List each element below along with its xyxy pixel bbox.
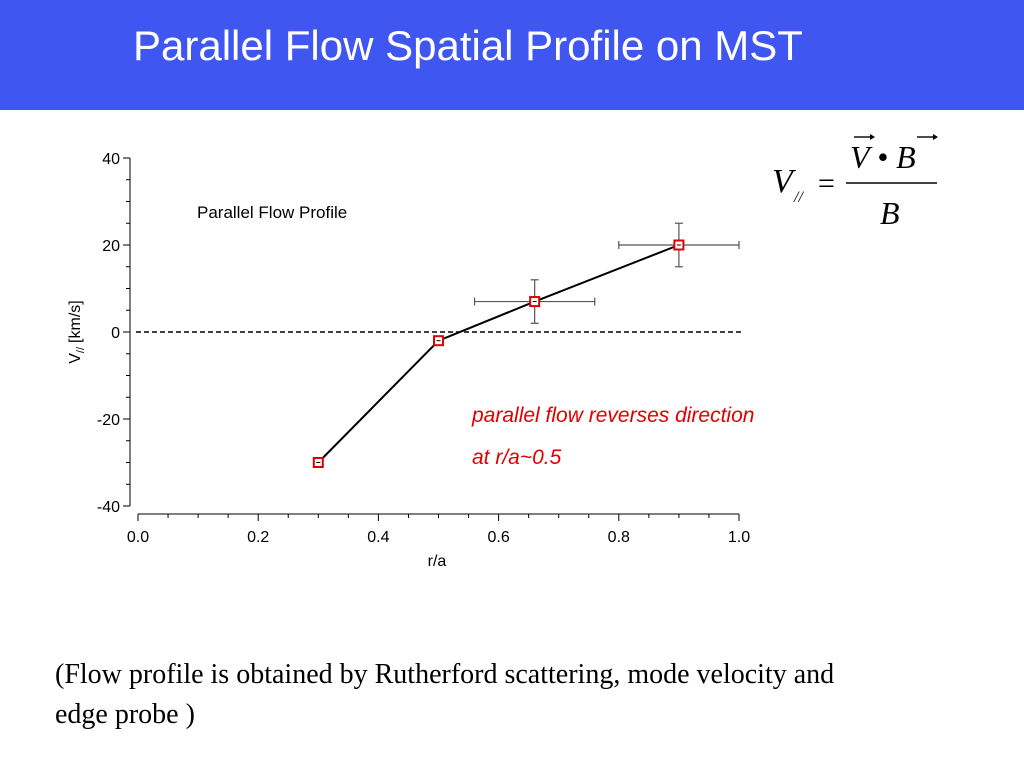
slide-title: Parallel Flow Spatial Profile on MST — [133, 22, 803, 69]
formula-lhs-subscript: // — [793, 189, 804, 206]
formula-graphic: V // = V • B B — [772, 134, 938, 231]
formula-numerator: V • B — [850, 139, 916, 175]
formula-denominator: B — [880, 195, 900, 231]
y-tick-label: 20 — [102, 238, 120, 255]
flow-profile-chart: 40 20 0 -20 -40 0.0 0.2 0.4 0.6 0.8 1.0 Parallel F… — [67, 151, 754, 570]
chart-title: Parallel Flow Profile — [197, 203, 347, 222]
y-tick-label: 40 — [102, 151, 120, 168]
y-axis-label: V// [km/s] — [67, 300, 87, 363]
x-tick-label: 0.8 — [608, 529, 630, 546]
series-line-group — [317, 244, 680, 464]
x-tick-label: 0.0 — [127, 529, 149, 546]
y-tick-label: -40 — [97, 499, 120, 516]
data-point-group — [312, 239, 685, 468]
y-tick-label: 0 — [111, 325, 120, 342]
vector-arrow-icon — [854, 134, 875, 140]
title-bar: Parallel Flow Spatial Profile on MST — [0, 0, 1024, 110]
annotation-line-1: parallel flow reverses direction — [471, 404, 754, 427]
formula-equals: = — [816, 167, 836, 200]
x-tick-label: 1.0 — [728, 529, 750, 546]
parallel-velocity-formula: V // = V • B B — [770, 130, 950, 240]
y-axis-label-symbol: V — [67, 353, 84, 364]
x-tick-label: 0.4 — [367, 529, 389, 546]
x-tick-label: 0.2 — [247, 529, 269, 546]
y-axis-label-sub: // — [75, 346, 87, 353]
y-tick-label: -20 — [97, 412, 120, 429]
annotation-line-2: at r/a~0.5 — [472, 446, 562, 469]
axes: 40 20 0 -20 -40 0.0 0.2 0.4 0.6 0.8 1.0 — [97, 151, 750, 546]
series-line — [317, 244, 680, 464]
x-axis-label: r/a — [428, 553, 447, 570]
vector-arrow-icon — [917, 134, 938, 140]
x-tick-label: 0.6 — [487, 529, 509, 546]
y-axis-label-unit: [km/s] — [67, 300, 84, 343]
slide-caption: (Flow profile is obtained by Rutherford … — [55, 659, 835, 730]
